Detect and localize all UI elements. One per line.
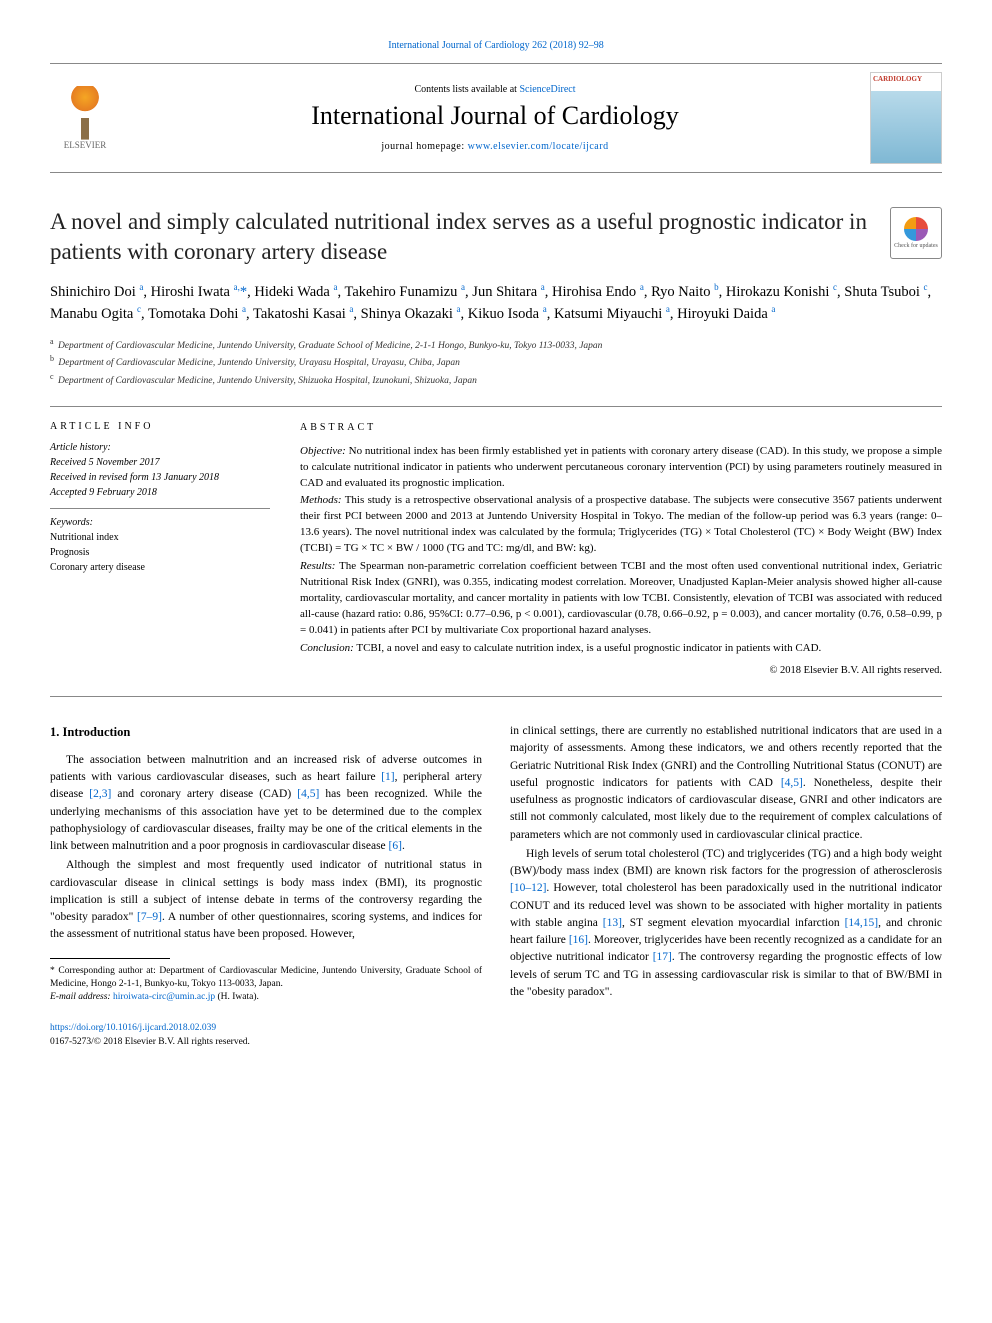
elsevier-label: ELSEVIER bbox=[64, 140, 107, 150]
affiliation: b Department of Cardiovascular Medicine,… bbox=[50, 353, 942, 370]
masthead-center: Contents lists available at ScienceDirec… bbox=[132, 84, 858, 152]
title-block: A novel and simply calculated nutritiona… bbox=[50, 207, 942, 267]
abstract-methods: Methods: This study is a retrospective o… bbox=[300, 493, 942, 557]
email-label: E-mail address: bbox=[50, 992, 113, 1002]
masthead: ELSEVIER Contents lists available at Sci… bbox=[50, 63, 942, 173]
keywords-label: Keywords: bbox=[50, 517, 270, 528]
affiliation: c Department of Cardiovascular Medicine,… bbox=[50, 371, 942, 388]
citation-link[interactable]: [4,5] bbox=[781, 777, 803, 789]
article-title: A novel and simply calculated nutritiona… bbox=[50, 207, 870, 267]
citation-link[interactable]: [1] bbox=[381, 771, 394, 783]
article-info: ARTICLE INFO Article history: Received 5… bbox=[50, 421, 270, 678]
citation-link[interactable]: [6] bbox=[389, 840, 402, 852]
body-col-right: in clinical settings, there are currentl… bbox=[510, 723, 942, 1049]
authors-list: Shinichiro Doi a, Hiroshi Iwata a,*, Hid… bbox=[50, 281, 942, 326]
contents-line: Contents lists available at ScienceDirec… bbox=[132, 84, 858, 95]
history-revised: Received in revised form 13 January 2018 bbox=[50, 470, 270, 485]
journal-cover-thumb: CARDIOLOGY bbox=[870, 72, 942, 164]
citation-link[interactable]: [7–9] bbox=[137, 911, 162, 923]
journal-name: International Journal of Cardiology bbox=[132, 101, 858, 131]
email-who: (H. Iwata). bbox=[215, 992, 259, 1002]
elsevier-tree-icon bbox=[58, 86, 112, 140]
body-p4: High levels of serum total cholesterol (… bbox=[510, 846, 942, 1001]
article-info-heading: ARTICLE INFO bbox=[50, 421, 270, 432]
keyword: Prognosis bbox=[50, 545, 270, 560]
body-p2: Although the simplest and most frequentl… bbox=[50, 857, 482, 943]
running-head-link[interactable]: International Journal of Cardiology 262 … bbox=[388, 40, 604, 51]
keyword: Nutritional index bbox=[50, 530, 270, 545]
abstract-methods-text: This study is a retrospective observatio… bbox=[300, 494, 942, 554]
bottom-bar: https://doi.org/10.1016/j.ijcard.2018.02… bbox=[50, 1022, 482, 1049]
check-updates-badge[interactable]: Check for updates bbox=[890, 207, 942, 259]
affiliations: a Department of Cardiovascular Medicine,… bbox=[50, 336, 942, 388]
abstract-conclusion-text: TCBI, a novel and easy to calculate nutr… bbox=[356, 642, 821, 654]
homepage-link[interactable]: www.elsevier.com/locate/ijcard bbox=[468, 141, 609, 152]
cover-title: CARDIOLOGY bbox=[873, 75, 939, 83]
running-head-journal: International Journal of Cardiology bbox=[388, 40, 529, 51]
elsevier-logo: ELSEVIER bbox=[50, 78, 120, 158]
info-abstract-row: ARTICLE INFO Article history: Received 5… bbox=[50, 421, 942, 697]
section-heading: 1. Introduction bbox=[50, 723, 482, 742]
keyword: Coronary artery disease bbox=[50, 560, 270, 575]
citation-link[interactable]: [17] bbox=[653, 951, 672, 963]
rule bbox=[50, 406, 942, 407]
crossmark-icon bbox=[904, 217, 928, 241]
check-updates-label: Check for updates bbox=[894, 243, 938, 249]
abstract-objective: Objective: No nutritional index has been… bbox=[300, 444, 942, 492]
abstract-results-text: The Spearman non-parametric correlation … bbox=[300, 560, 942, 636]
abstract-results: Results: The Spearman non-parametric cor… bbox=[300, 559, 942, 639]
doi-link[interactable]: https://doi.org/10.1016/j.ijcard.2018.02… bbox=[50, 1023, 216, 1033]
citation-link[interactable]: [10–12] bbox=[510, 882, 546, 894]
citation-link[interactable]: [4,5] bbox=[297, 788, 319, 800]
article-history: Article history: Received 5 November 201… bbox=[50, 440, 270, 509]
page: International Journal of Cardiology 262 … bbox=[0, 0, 992, 1089]
history-accepted: Accepted 9 February 2018 bbox=[50, 485, 270, 500]
homepage-line: journal homepage: www.elsevier.com/locat… bbox=[132, 141, 858, 152]
abstract-copyright: © 2018 Elsevier B.V. All rights reserved… bbox=[300, 663, 942, 678]
affiliation: a Department of Cardiovascular Medicine,… bbox=[50, 336, 942, 353]
footnote-corr-text: * Corresponding author at: Department of… bbox=[50, 966, 482, 989]
citation-link[interactable]: [16] bbox=[569, 934, 588, 946]
footnote-rule bbox=[50, 958, 170, 959]
abstract-objective-text: No nutritional index has been firmly est… bbox=[300, 445, 942, 489]
body-col-left: 1. Introduction The association between … bbox=[50, 723, 482, 1049]
body-columns: 1. Introduction The association between … bbox=[50, 723, 942, 1049]
citation-link[interactable]: [14,15] bbox=[845, 917, 879, 929]
abstract-conclusion: Conclusion: TCBI, a novel and easy to ca… bbox=[300, 641, 942, 657]
issn-line: 0167-5273/© 2018 Elsevier B.V. All right… bbox=[50, 1037, 250, 1047]
history-label: Article history: bbox=[50, 440, 270, 455]
citation-link[interactable]: [2,3] bbox=[89, 788, 111, 800]
abstract-heading: ABSTRACT bbox=[300, 421, 942, 436]
body-p1: The association between malnutrition and… bbox=[50, 752, 482, 856]
corresponding-footnote: * Corresponding author at: Department of… bbox=[50, 965, 482, 1005]
sciencedirect-link[interactable]: ScienceDirect bbox=[519, 84, 575, 95]
abstract: ABSTRACT Objective: No nutritional index… bbox=[300, 421, 942, 678]
homepage-prefix: journal homepage: bbox=[381, 141, 467, 152]
contents-prefix: Contents lists available at bbox=[414, 84, 519, 95]
body-p3: in clinical settings, there are currentl… bbox=[510, 723, 942, 844]
keywords-list: Nutritional indexPrognosisCoronary arter… bbox=[50, 530, 270, 575]
history-received: Received 5 November 2017 bbox=[50, 455, 270, 470]
running-head-cite: 262 (2018) 92–98 bbox=[532, 40, 604, 51]
email-link[interactable]: hiroiwata-circ@umin.ac.jp bbox=[113, 992, 215, 1002]
citation-link[interactable]: [13] bbox=[603, 917, 622, 929]
running-head: International Journal of Cardiology 262 … bbox=[50, 40, 942, 51]
